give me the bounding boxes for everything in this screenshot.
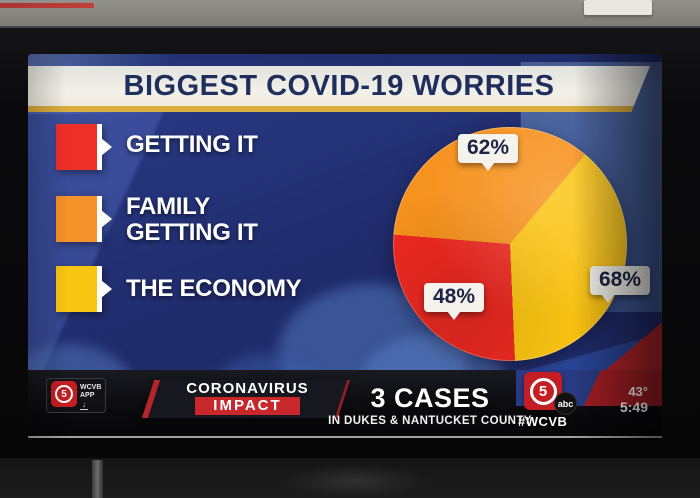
subheadline: IN DUKES & NANTUCKET COUNTY — [328, 415, 532, 427]
coronavirus-impact-inner: CORONAVIRUS IMPACT — [154, 380, 341, 418]
legend-item-getting-it: GETTING IT — [56, 124, 258, 170]
channel-5-icon: 5 — [529, 377, 557, 405]
title-banner: BIGGEST COVID-19 WORRIES — [28, 66, 650, 112]
page-title: BIGGEST COVID-19 WORRIES — [123, 69, 555, 102]
legend-item-family-getting-it: FAMILY GETTING IT — [56, 193, 258, 246]
tv-screen: BIGGEST COVID-19 WORRIES GETTING IT FAMI… — [28, 54, 662, 440]
legend-item-the-economy: THE ECONOMY — [56, 266, 302, 312]
legend-swatch-red — [56, 124, 102, 170]
temperature: 43° — [628, 384, 648, 399]
tv-bezel: BIGGEST COVID-19 WORRIES GETTING IT FAMI… — [0, 26, 700, 462]
legend-swatch-yellow — [56, 266, 102, 312]
legend-swatch-orange — [56, 196, 102, 242]
legend-label: GETTING IT — [126, 131, 258, 158]
lower-third-divider — [28, 436, 662, 438]
pie-label-62: 62% — [458, 134, 519, 163]
tv-stand-area — [0, 458, 700, 498]
franchise-line1: CORONAVIRUS — [186, 380, 309, 397]
pie-label-68: 68% — [590, 266, 651, 295]
wall-object — [584, 0, 652, 15]
legend-label: THE ECONOMY — [126, 275, 302, 302]
franchise-line2: IMPACT — [195, 397, 300, 415]
clock: 5:49 — [619, 399, 648, 415]
furniture-leg — [92, 460, 103, 498]
headline-block: 3 CASES IN DUKES & NANTUCKET COUNTY — [316, 384, 544, 427]
wcvb-app-badge: 5 WCVB APP ↓ — [46, 378, 107, 413]
abc-logo: abc — [554, 392, 577, 415]
app-badge-text: WCVB APP — [80, 384, 102, 399]
wall — [0, 0, 700, 30]
channel-5-icon: 5 — [55, 385, 73, 403]
weather-time-block: 43° 5:49 — [620, 384, 648, 416]
wall-red-line — [0, 3, 94, 8]
lower-third: 5 WCVB APP ↓ CORONAVIRUS IMPACT 3 CASES I… — [28, 370, 662, 440]
pie-label-48: 48% — [424, 283, 485, 312]
legend-label: FAMILY GETTING IT — [126, 193, 258, 246]
floor-reflection — [280, 464, 430, 498]
station-hashtag: #WCVB — [518, 414, 568, 429]
headline: 3 CASES — [370, 383, 490, 413]
wcvb-5-logo: 5 — [51, 381, 77, 407]
download-icon: ↓ — [80, 400, 88, 410]
app-badge-label: WCVB APP ↓ — [80, 384, 101, 410]
